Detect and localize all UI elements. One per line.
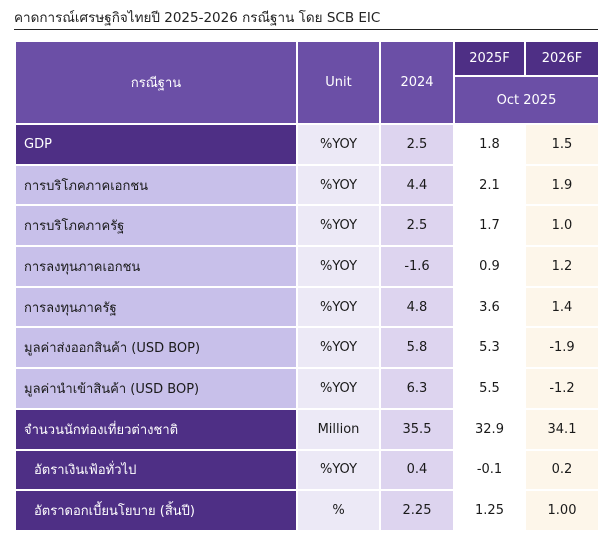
value-2025f: 2.1	[453, 163, 526, 207]
value-2025f: 5.5	[453, 367, 526, 410]
row-label: มูลค่าส่งออกสินค้า (USD BOP)	[14, 326, 298, 370]
value-2024: 5.8	[379, 326, 455, 370]
row-label: อัตราดอกเบี้ยนโยบาย (สิ้นปี)	[14, 489, 298, 532]
row-label: จำนวนนักท่องเที่ยวต่างชาติ	[14, 407, 298, 451]
header-unit: Unit	[296, 40, 381, 125]
value-2024: 2.5	[379, 204, 455, 248]
value-2024: 4.4	[379, 163, 455, 207]
value-2025f: 1.25	[453, 489, 526, 532]
row-unit: %YOY	[296, 163, 381, 207]
row-unit: %YOY	[296, 367, 381, 410]
row-unit: %YOY	[296, 204, 381, 248]
table-row: มูลค่านำเข้าสินค้า (USD BOP) %YOY 6.3 5.5 -1…	[14, 367, 600, 410]
forecast-table: กรณีฐาน Unit 2024 2025F 2026F Oct 2025 G…	[14, 40, 600, 532]
header-2026f: 2026F	[524, 40, 600, 77]
value-2025f: 3.6	[453, 285, 526, 329]
row-label: การบริโภคภาคเอกชน	[14, 163, 298, 207]
header-2024: 2024	[379, 40, 455, 125]
value-2025f: 1.7	[453, 204, 526, 248]
value-2026f: 1.5	[524, 123, 600, 166]
value-2026f: 1.9	[524, 163, 600, 207]
row-unit: Million	[296, 407, 381, 451]
value-2026f: 1.4	[524, 285, 600, 329]
table-row: การลงทุนภาคเอกชน %YOY -1.6 0.9 1.2	[14, 245, 600, 288]
value-2026f: 1.00	[524, 489, 600, 532]
title-divider	[14, 29, 598, 30]
table-title: คาดการณ์เศรษฐกิจไทยปี 2025-2026 กรณีฐาน …	[14, 10, 381, 26]
row-unit: %	[296, 489, 381, 532]
row-unit: %YOY	[296, 326, 381, 370]
value-2025f: 32.9	[453, 407, 526, 451]
row-label: การบริโภคภาครัฐ	[14, 204, 298, 248]
value-2024: -1.6	[379, 245, 455, 288]
value-2025f: 1.8	[453, 123, 526, 166]
row-label: การลงทุนภาครัฐ	[14, 285, 298, 329]
table-row: อัตราเงินเฟ้อทั่วไป %YOY 0.4 -0.1 0.2	[14, 448, 600, 492]
value-2026f: 1.2	[524, 245, 600, 288]
row-label: มูลค่านำเข้าสินค้า (USD BOP)	[14, 367, 298, 410]
table-row: มูลค่าส่งออกสินค้า (USD BOP) %YOY 5.8 5.3 -1…	[14, 326, 600, 370]
table-body: GDP %YOY 2.5 1.8 1.5 การบริโภคภาคเอกชน %YOY 4.4…	[14, 123, 600, 532]
value-2024: 4.8	[379, 285, 455, 329]
table-row: การบริโภคภาครัฐ %YOY 2.5 1.7 1.0	[14, 204, 600, 248]
row-unit: %YOY	[296, 448, 381, 492]
value-2025f: 5.3	[453, 326, 526, 370]
row-label: GDP	[14, 123, 298, 166]
value-2026f: 0.2	[524, 448, 600, 492]
table-row: อัตราดอกเบี้ยนโยบาย (สิ้นปี)% 2.25 1.25 1.0…	[14, 489, 600, 532]
header-scenario: กรณีฐาน	[14, 40, 298, 125]
value-2026f: -1.9	[524, 326, 600, 370]
row-unit: %YOY	[296, 123, 381, 166]
value-2025f: 0.9	[453, 245, 526, 288]
value-2024: 6.3	[379, 367, 455, 410]
header-2025f: 2025F	[453, 40, 526, 77]
header-forecast-date: Oct 2025	[453, 75, 600, 125]
value-2026f: -1.2	[524, 367, 600, 410]
value-2025f: -0.1	[453, 448, 526, 492]
value-2026f: 34.1	[524, 407, 600, 451]
value-2024: 35.5	[379, 407, 455, 451]
row-label: อัตราเงินเฟ้อทั่วไป	[14, 448, 298, 492]
row-unit: %YOY	[296, 285, 381, 329]
table-row: จำนวนนักท่องเที่ยวต่างชาติ Million 35.5 32.…	[14, 407, 600, 451]
row-label: การลงทุนภาคเอกชน	[14, 245, 298, 288]
value-2024: 0.4	[379, 448, 455, 492]
value-2026f: 1.0	[524, 204, 600, 248]
table-row: GDP %YOY 2.5 1.8 1.5	[14, 123, 600, 166]
value-2024: 2.5	[379, 123, 455, 166]
table-row: การบริโภคภาคเอกชน %YOY 4.4 2.1 1.9	[14, 163, 600, 207]
value-2024: 2.25	[379, 489, 455, 532]
row-unit: %YOY	[296, 245, 381, 288]
table-row: การลงทุนภาครัฐ %YOY 4.8 3.6 1.4	[14, 285, 600, 329]
